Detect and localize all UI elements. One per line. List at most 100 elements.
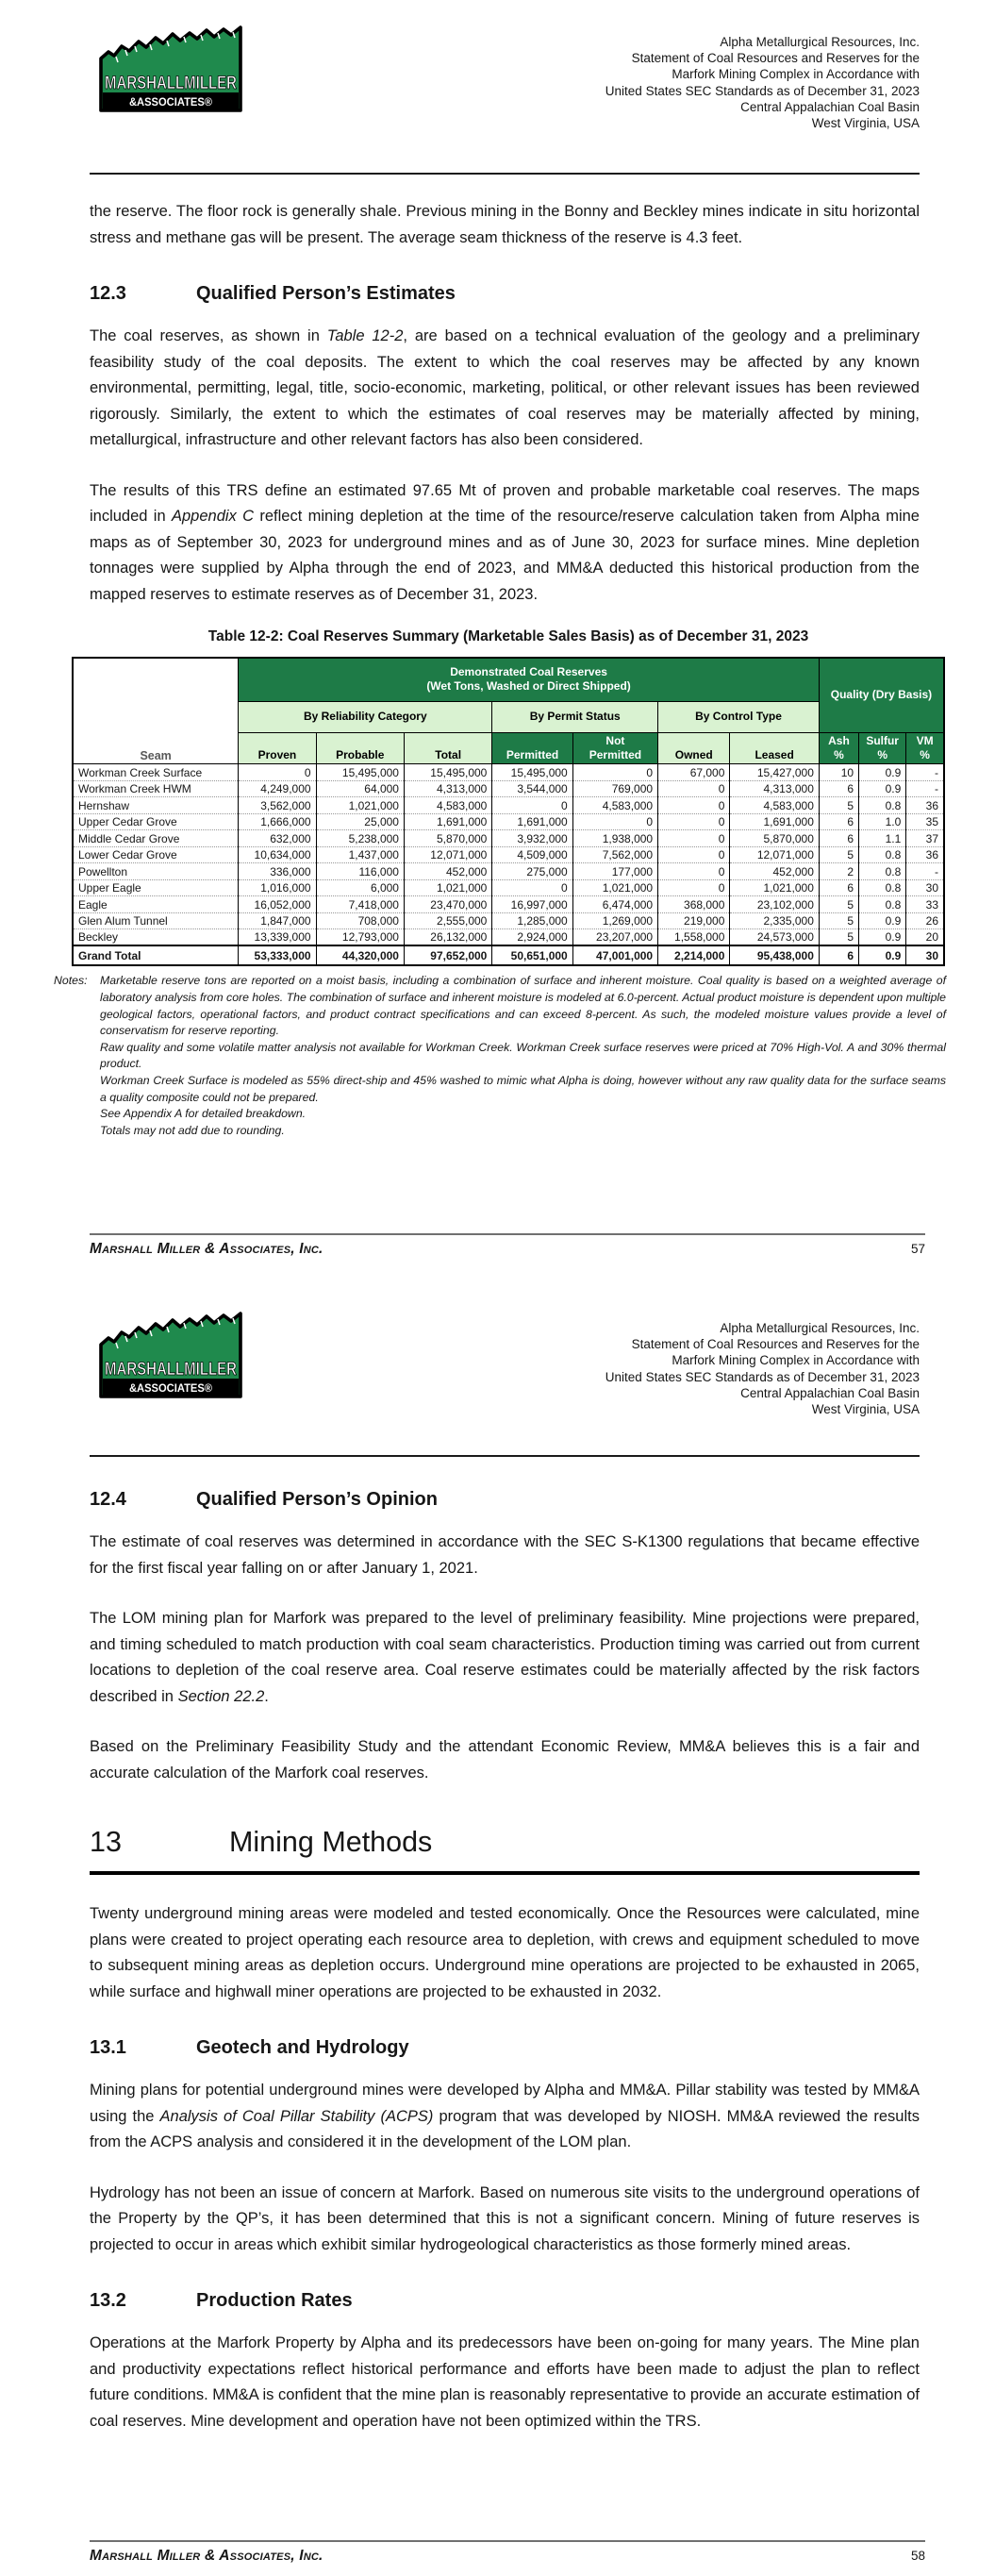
- value-cell: 1,021,000: [315, 796, 405, 814]
- value-cell: 7,418,000: [315, 895, 405, 913]
- section-heading-12-4: 12.4 Qualified Person’s Opinion: [90, 1489, 920, 1511]
- header-probable: Probable: [315, 731, 405, 765]
- value-cell: 4,249,000: [238, 779, 317, 797]
- value-cell: 5,870,000: [729, 829, 820, 847]
- table-row: Grand Total 53,333,000 44,320,000 97,652,00…: [72, 945, 945, 966]
- value-cell: -: [905, 862, 945, 880]
- value-cell: 0: [657, 829, 731, 847]
- value-cell: 3,544,000: [491, 779, 573, 797]
- value-cell: 6,000: [315, 878, 405, 896]
- value-cell: 15,495,000: [403, 763, 493, 781]
- value-cell: 632,000: [238, 829, 317, 847]
- text-segment: The results of this TRS define an estima…: [90, 481, 920, 526]
- mountain-logo-graphic: MARSHALLMILLER &ASSOCIATES®: [99, 1312, 242, 1398]
- value-cell: 275,000: [491, 862, 573, 880]
- header-line: Central Appalachian Coal Basin: [740, 99, 920, 114]
- value-cell: 336,000: [238, 862, 317, 880]
- value-cell: 0.8: [858, 895, 907, 913]
- header-line: Central Appalachian Coal Basin: [740, 1385, 920, 1400]
- page-header: MARSHALLMILLER &ASSOCIATES® Alpha Metall…: [90, 0, 920, 131]
- value-cell: 0.9: [858, 912, 907, 929]
- value-cell: 0: [572, 812, 659, 830]
- seam-name-cell: Powellton: [72, 862, 240, 880]
- seam-name-cell: Workman Creek Surface: [72, 763, 240, 781]
- value-cell: 47,001,000: [572, 945, 659, 966]
- value-cell: 15,495,000: [315, 763, 405, 781]
- seam-name-cell: Eagle: [72, 895, 240, 913]
- section-number: 13.2: [90, 2290, 126, 2312]
- header-line: Statement of Coal Resources and Reserves…: [631, 51, 920, 66]
- value-cell: 4,583,000: [729, 796, 820, 814]
- value-cell: 219,000: [657, 912, 731, 929]
- value-cell: 1.1: [858, 829, 907, 847]
- logo-text-line1: MARSHALLMILLER: [105, 1360, 237, 1380]
- value-cell: 30: [905, 945, 945, 966]
- marshall-miller-logo: MARSHALLMILLER &ASSOCIATES®: [95, 21, 246, 121]
- value-cell: 36: [905, 796, 945, 814]
- value-cell: 2,214,000: [657, 945, 731, 966]
- header-seam: Seam: [72, 657, 240, 765]
- value-cell: 0.8: [858, 862, 907, 880]
- value-cell: 23,102,000: [729, 895, 820, 913]
- header-line: United States SEC Standards as of Decemb…: [605, 1369, 920, 1384]
- value-cell: 24,573,000: [729, 928, 820, 946]
- text-segment: Hydrology has not been an issue of conce…: [90, 2183, 920, 2253]
- value-cell: 16,997,000: [491, 895, 573, 913]
- text-segment: program that was developed by NIOSH. MM&…: [90, 2107, 920, 2151]
- paragraph-12-4-2: The LOM mining plan for Marfork was prep…: [90, 1606, 920, 1710]
- seam-name-cell: Beckley: [72, 928, 240, 946]
- section-number: 13: [90, 1826, 122, 1859]
- value-cell: 0: [491, 796, 573, 814]
- text-segment: Operations at the Marfork Property by Al…: [90, 2334, 920, 2430]
- footer-company-name: Marshall Miller & Associates, Inc.: [90, 2548, 323, 2564]
- value-cell: 53,333,000: [238, 945, 317, 966]
- value-cell: 1,021,000: [403, 878, 493, 896]
- value-cell: 64,000: [315, 779, 405, 797]
- value-cell: 1,691,000: [491, 812, 573, 830]
- section-heading-13-1: 13.1 Geotech and Hydrology: [90, 2037, 920, 2059]
- value-cell: 6: [818, 812, 860, 830]
- text-segment: Table 12-2: [326, 327, 404, 345]
- paragraph-13-1-1: Mining plans for potential underground m…: [90, 2078, 920, 2156]
- header-line: Alpha Metallurgical Resources, Inc.: [720, 1321, 920, 1335]
- value-cell: 0: [657, 845, 731, 863]
- footer-company-name: Marshall Miller & Associates, Inc.: [90, 1241, 323, 1257]
- value-cell: 12,071,000: [729, 845, 820, 863]
- value-cell: 452,000: [403, 862, 493, 880]
- section-heading-12-3: 12.3 Qualified Person’s Estimates: [90, 283, 920, 305]
- table-row: Hernshaw 3,562,000 1,021,000 4,583,000 0 4,58…: [72, 796, 945, 814]
- value-cell: 769,000: [572, 779, 659, 797]
- value-cell: 0.8: [858, 878, 907, 896]
- table-row: Beckley 13,339,000 12,793,000 26,132,000 2,9…: [72, 928, 945, 946]
- mountain-logo-graphic: MARSHALLMILLER &ASSOCIATES®: [99, 25, 242, 112]
- value-cell: 35: [905, 812, 945, 830]
- header-sulfur-pct: Sulfur %: [858, 731, 907, 765]
- value-cell: 0: [572, 763, 659, 781]
- seam-name-cell: Workman Creek HWM: [72, 779, 240, 797]
- header-line: Alpha Metallurgical Resources, Inc.: [720, 35, 920, 49]
- header-by-permit: By Permit Status: [491, 700, 659, 733]
- value-cell: 0.8: [858, 796, 907, 814]
- text-segment: reflect mining depletion at the time of …: [90, 508, 920, 603]
- header-demonstrated-reserves: Demonstrated Coal Reserves (Wet Tons, Wa…: [238, 657, 820, 702]
- section-number: 12.3: [90, 283, 126, 305]
- header-line: Statement of Coal Resources and Reserves…: [631, 1337, 920, 1352]
- notes-label: Notes:: [54, 974, 88, 988]
- value-cell: 0: [657, 779, 731, 797]
- seam-name-cell: Glen Alum Tunnel: [72, 912, 240, 929]
- header-rule: [90, 1455, 920, 1458]
- table-row: Upper Eagle 1,016,000 6,000 1,021,000 0 1,021…: [72, 878, 945, 896]
- page-footer: Marshall Miller & Associates, Inc. 57: [90, 1233, 925, 1258]
- coal-reserves-table: Seam Demonstrated Coal Reserves (Wet Ton…: [72, 657, 945, 967]
- table-row: Workman Creek Surface 0 15,495,000 15,495,0…: [72, 763, 945, 781]
- value-cell: 2,924,000: [491, 928, 573, 946]
- value-cell: 0: [657, 796, 731, 814]
- value-cell: 0: [657, 812, 731, 830]
- value-cell: 4,509,000: [491, 845, 573, 863]
- value-cell: 5: [818, 845, 860, 863]
- header-vm-pct: VM %: [905, 731, 945, 765]
- value-cell: 25,000: [315, 812, 405, 830]
- table-row: Powellton 336,000 116,000 452,000 275,000 177…: [72, 862, 945, 880]
- value-cell: 5: [818, 796, 860, 814]
- report-page-57: MARSHALLMILLER &ASSOCIATES® Alpha Metall…: [0, 0, 995, 1269]
